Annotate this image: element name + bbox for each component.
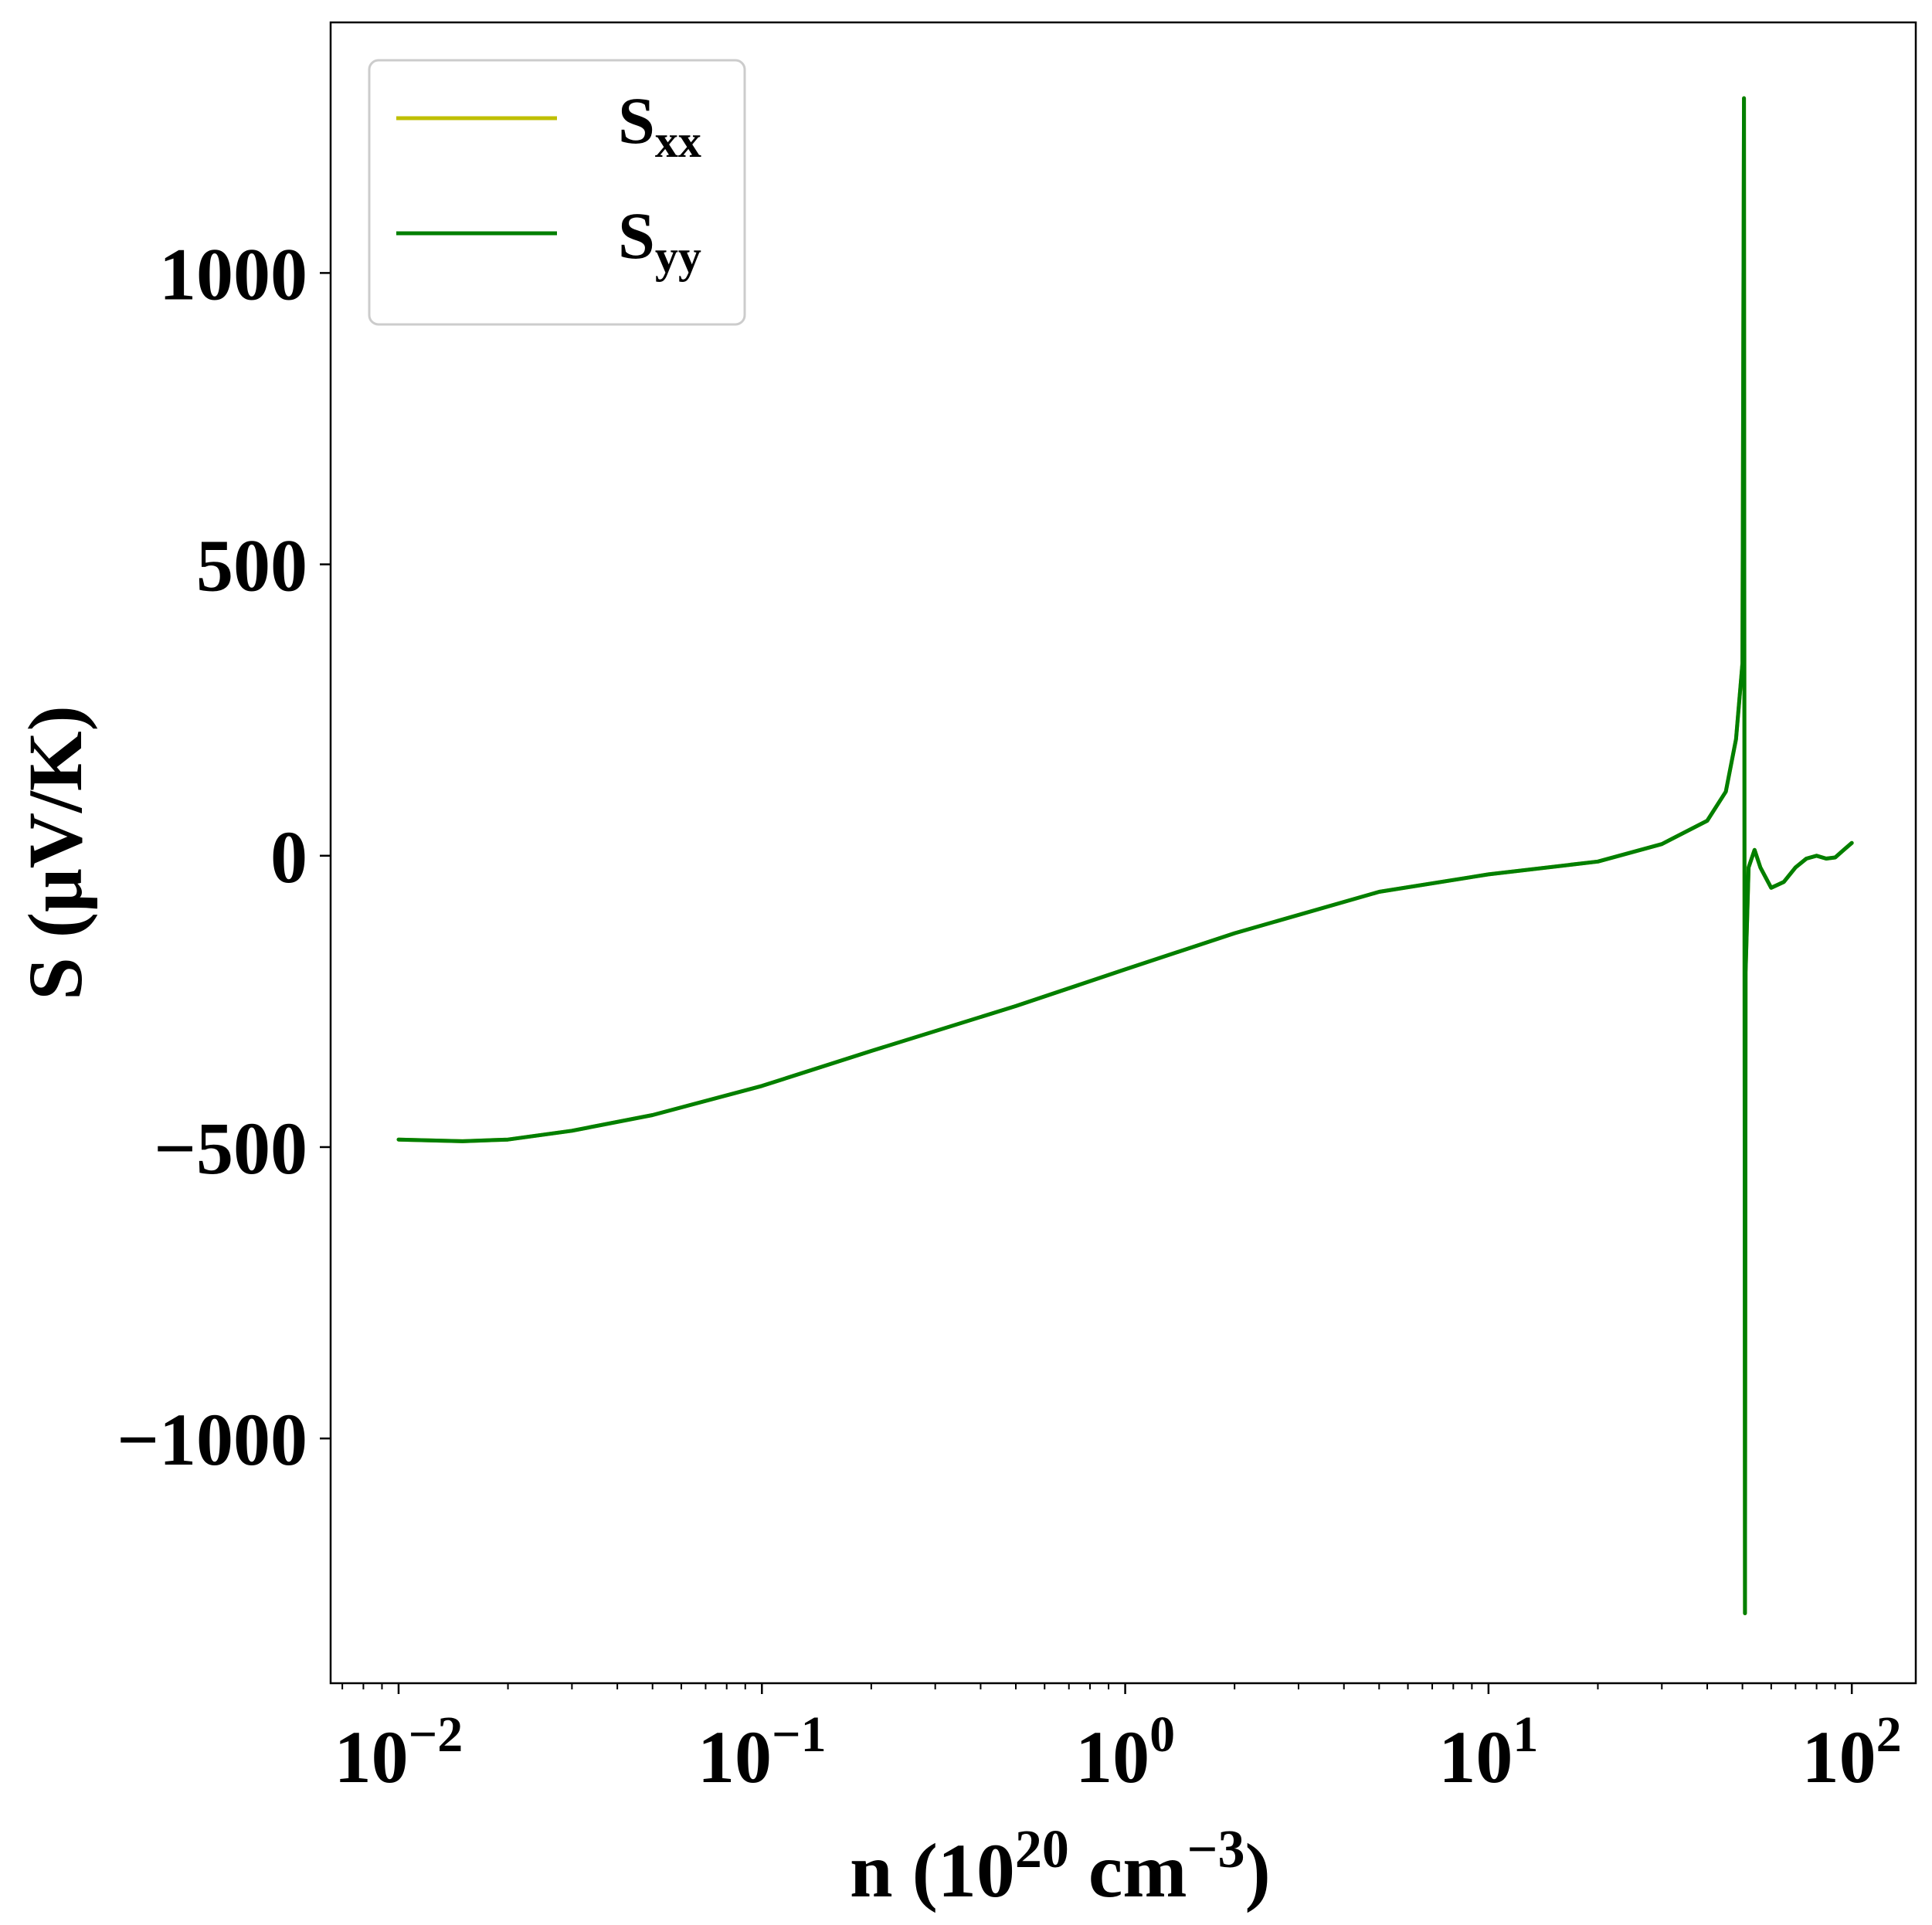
x-tick-label-base: 10: [1802, 1716, 1876, 1798]
x-tick-label: 10−2: [334, 1706, 463, 1798]
legend-box: [368, 59, 746, 326]
x-tick-label-exponent: 1: [1513, 1706, 1538, 1763]
x-axis-label-base: n (10: [850, 1828, 1015, 1913]
series-line-yy: [396, 96, 1854, 1615]
legend-label-syy: Syy: [618, 199, 701, 282]
x-tick-label-base: 10: [1438, 1716, 1513, 1798]
plot-frame: [329, 21, 1917, 1685]
x-axis-label-sup1: 20: [1015, 1820, 1069, 1879]
y-tick-label: −500: [154, 1107, 307, 1190]
x-axis-label: n (1020 cm−3): [850, 1820, 1271, 1913]
legend-label-sxx: Sxx: [618, 83, 701, 167]
x-axis-label-end: ): [1245, 1828, 1271, 1913]
x-tick-label: 102: [1802, 1706, 1902, 1798]
x-tick-label: 100: [1075, 1706, 1175, 1798]
x-tick-label-base: 10: [334, 1716, 409, 1798]
legend-label-sxx-base: S: [618, 83, 655, 158]
x-tick-label-exponent: 2: [1876, 1706, 1902, 1763]
y-tick-label: 1000: [159, 233, 307, 315]
x-tick-label-exponent: 0: [1149, 1706, 1175, 1763]
x-tick-label-exponent: −1: [772, 1706, 827, 1763]
x-tick-label: 101: [1438, 1706, 1538, 1798]
x-axis-label-mid: cm: [1069, 1828, 1187, 1913]
legend-label-syy-base: S: [618, 199, 655, 273]
x-tick-label-exponent: −2: [409, 1706, 463, 1763]
legend-label-sxx-subscript: xx: [655, 116, 701, 167]
y-tick-label: 500: [196, 525, 307, 607]
series-layer: [396, 96, 1854, 1615]
x-tick-label: 10−1: [698, 1706, 827, 1798]
y-tick-label: 0: [270, 816, 307, 898]
legend-label-syy-subscript: yy: [655, 231, 701, 282]
x-tick-label-base: 10: [698, 1716, 772, 1798]
y-axis-label: S (μV/K): [12, 705, 98, 1000]
y-tick-label: −1000: [117, 1398, 307, 1481]
legend: Sxx Syy: [368, 59, 746, 326]
x-axis-label-sup2: −3: [1187, 1820, 1245, 1879]
x-tick-label-base: 10: [1075, 1716, 1149, 1798]
